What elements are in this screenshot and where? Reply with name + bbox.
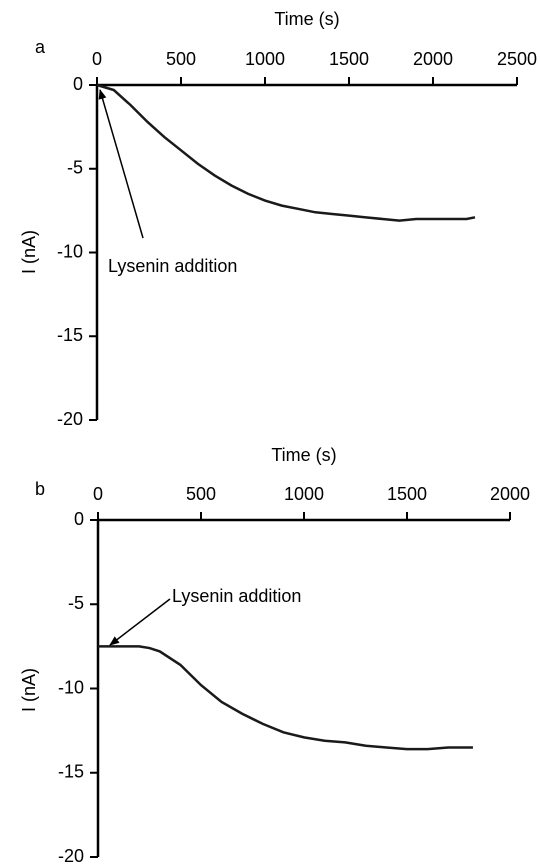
data-line	[96, 83, 476, 222]
y-tick-label: -10	[58, 677, 84, 697]
y-tick-label: -10	[57, 241, 83, 261]
data-line	[98, 645, 473, 751]
annotation-arrow	[98, 89, 144, 239]
annotation-arrow	[109, 598, 171, 646]
y-tick-label: -15	[58, 762, 84, 782]
x-tick-label: 2000	[413, 49, 453, 69]
x-axis-title: Time (s)	[271, 445, 336, 465]
annotation: Lysenin addition	[172, 586, 301, 606]
x-tick-label: 2500	[497, 49, 537, 69]
y-tick-label: -5	[67, 158, 83, 178]
x-tick-label: 1500	[387, 484, 427, 504]
y-tick-label: 0	[73, 74, 83, 94]
x-tick-label: 500	[186, 484, 216, 504]
panel-label: a	[35, 37, 46, 57]
y-axis-title: I (nA)	[19, 230, 39, 274]
panel-label: b	[35, 479, 45, 499]
y-axis-title: I (nA)	[19, 668, 39, 712]
y-tick-label: -20	[57, 409, 83, 429]
annotation: Lysenin addition	[108, 256, 237, 276]
x-tick-label: 0	[93, 484, 103, 504]
x-tick-label: 500	[166, 49, 196, 69]
y-tick-label: -15	[57, 325, 83, 345]
x-tick-label: 2000	[490, 484, 530, 504]
x-tick-label: 1000	[245, 49, 285, 69]
y-tick-label: -20	[58, 846, 84, 866]
x-axis-title: Time (s)	[274, 9, 339, 29]
x-tick-label: 0	[92, 49, 102, 69]
y-tick-label: 0	[74, 509, 84, 529]
y-tick-label: -5	[68, 593, 84, 613]
x-tick-label: 1500	[329, 49, 369, 69]
x-tick-label: 1000	[284, 484, 324, 504]
